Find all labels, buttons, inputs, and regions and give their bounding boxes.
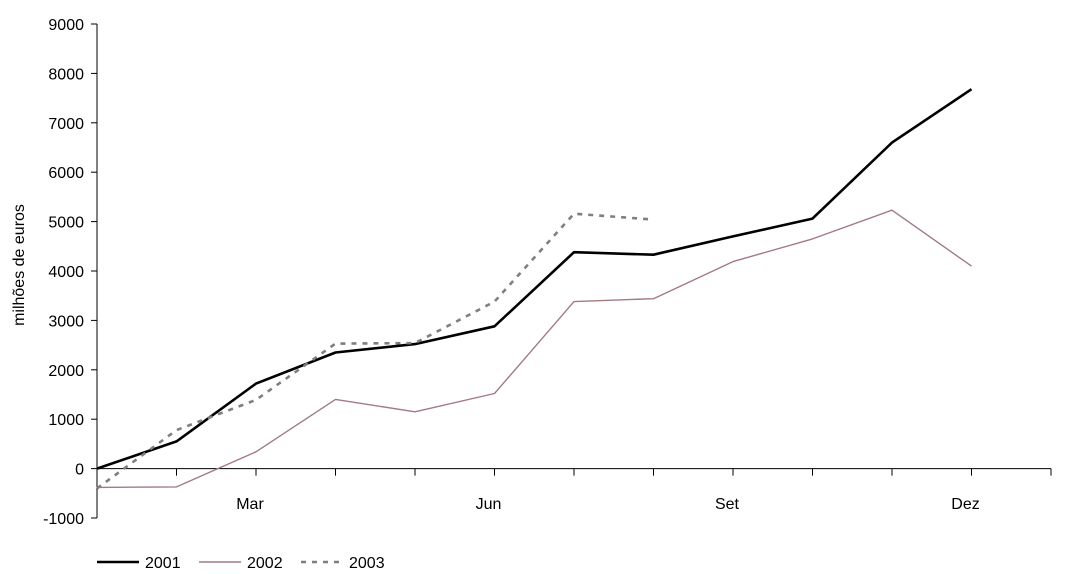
x-axis-ticks: Mar Jun Set Dez — [96, 468, 1052, 513]
legend-label-2001: 2001 — [145, 555, 181, 572]
series-line-2001 — [96, 88, 973, 470]
y-axis-label: milhões de euros — [11, 204, 28, 326]
y-tick-label: 2000 — [48, 363, 84, 380]
legend-label-2003: 2003 — [349, 555, 385, 572]
y-tick-label: 6000 — [48, 165, 84, 182]
y-tick-label: 8000 — [48, 66, 84, 83]
y-tick-label: -1000 — [43, 511, 84, 528]
x-tick-label: Dez — [951, 496, 979, 513]
series-line-2002 — [96, 209, 972, 489]
x-tick-label: Mar — [236, 496, 264, 513]
series-line-2003 — [96, 212, 654, 490]
y-tick-label: 3000 — [48, 313, 84, 330]
y-tick-label: 0 — [75, 462, 84, 479]
legend-label-2002: 2002 — [247, 555, 283, 572]
x-tick-label: Set — [715, 496, 740, 513]
y-tick-label: 1000 — [48, 412, 84, 429]
y-tick-label: 4000 — [48, 264, 84, 281]
legend: 2001 2002 2003 — [97, 555, 385, 572]
y-tick-label: 9000 — [48, 17, 84, 34]
y-tick-label: 5000 — [48, 215, 84, 232]
series-lines — [96, 88, 973, 490]
y-axis-ticks: -1000 0 1000 2000 3000 4000 5000 6000 7000 8000 90… — [43, 17, 97, 528]
x-tick-label: Jun — [476, 496, 502, 513]
y-tick-label: 7000 — [48, 116, 84, 133]
